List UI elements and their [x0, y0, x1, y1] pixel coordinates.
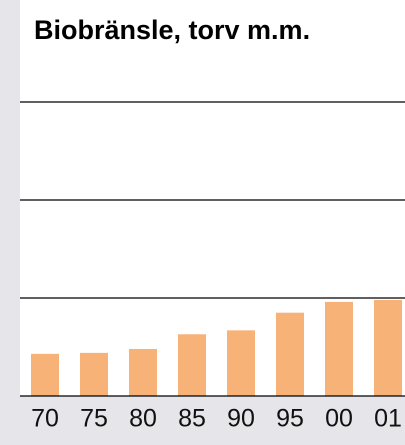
- x-tick-label: 70: [31, 405, 59, 433]
- x-tick-label: 90: [227, 405, 255, 433]
- x-tick-label: 01: [374, 405, 402, 433]
- bar: [31, 353, 59, 396]
- bar: [227, 330, 255, 396]
- x-tick-label: 80: [129, 405, 157, 433]
- bar: [80, 352, 108, 396]
- bar: [178, 334, 206, 396]
- x-tick-label: 75: [80, 405, 108, 433]
- x-tick-label: 00: [325, 405, 353, 433]
- bar: [325, 301, 353, 396]
- x-tick-label: 95: [276, 405, 304, 433]
- bar: [129, 348, 157, 396]
- bar: [374, 299, 402, 396]
- bar: [276, 312, 304, 396]
- chart-title: Biobränsle, torv m.m.: [34, 15, 310, 45]
- x-tick-label: 85: [178, 405, 206, 433]
